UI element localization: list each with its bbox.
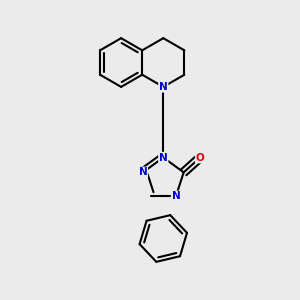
Text: N: N	[159, 82, 168, 92]
Text: N: N	[139, 167, 147, 177]
Text: O: O	[196, 153, 204, 163]
Text: N: N	[159, 152, 168, 163]
Text: N: N	[172, 191, 180, 201]
